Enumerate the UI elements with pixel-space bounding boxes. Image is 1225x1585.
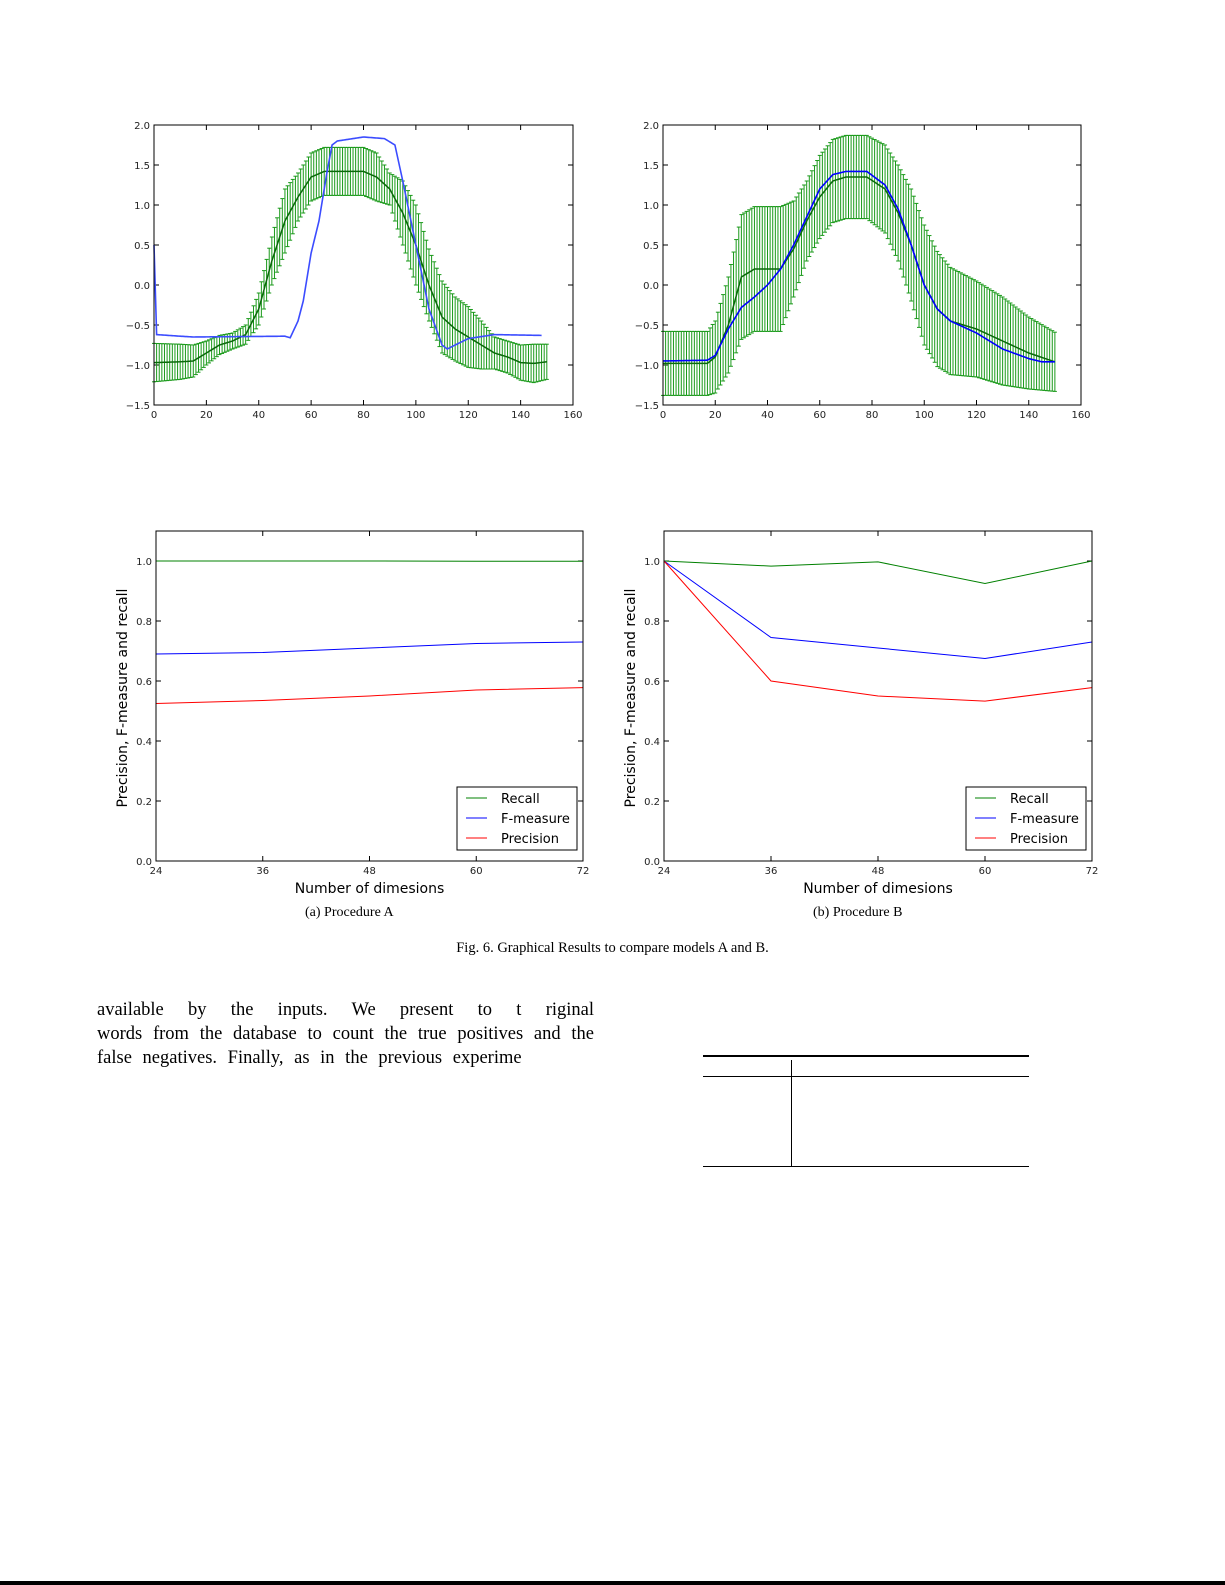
mean-line bbox=[663, 176, 1056, 365]
x-tick-label: 140 bbox=[511, 410, 530, 421]
x-tick-label: 140 bbox=[1019, 410, 1038, 421]
x-tick-label: 24 bbox=[658, 866, 671, 877]
y-tick-label: 0.0 bbox=[136, 857, 152, 868]
body-text: available by the inputs. We present to t… bbox=[97, 998, 594, 1070]
x-tick-label: 120 bbox=[459, 410, 478, 421]
y-axis-label: Precision, F-measure and recall bbox=[623, 589, 639, 808]
y-tick-label: −1.0 bbox=[635, 361, 659, 372]
series-line-f-measure bbox=[663, 560, 1093, 660]
x-tick-label: 48 bbox=[872, 866, 885, 877]
series-line-precision bbox=[663, 560, 1093, 702]
body-line: words from the database to count the tru… bbox=[97, 1024, 594, 1044]
y-tick-label: 0.5 bbox=[134, 241, 150, 252]
chart-bottom-b: 24 36 48 60 72 1.0 0.8 0.6 0.4 0.2 0.0 Number of di… bbox=[623, 530, 1099, 897]
body-line: available by the inputs. We present to t… bbox=[97, 1000, 594, 1020]
x-tick-label: 120 bbox=[967, 410, 986, 421]
y-tick-label: 0.8 bbox=[136, 617, 152, 628]
y-tick-label: 0.0 bbox=[644, 857, 660, 868]
x-tick-label: 60 bbox=[813, 410, 826, 421]
y-tick-label: 1.5 bbox=[134, 161, 150, 172]
mean-line bbox=[153, 170, 547, 365]
page-bottom-rule bbox=[0, 1581, 1225, 1585]
x-tick-label: 36 bbox=[765, 866, 778, 877]
y-tick-label: −1.0 bbox=[126, 361, 150, 372]
y-tick-label: 1.0 bbox=[644, 557, 660, 568]
series-line-recall bbox=[663, 560, 1093, 585]
axes-frame bbox=[155, 530, 584, 862]
x-tick-label: 160 bbox=[563, 410, 582, 421]
y-tick-label: 0.8 bbox=[644, 617, 660, 628]
x-tick-label: 80 bbox=[866, 410, 879, 421]
y-tick-label: 0.5 bbox=[643, 241, 659, 252]
x-tick-label: 40 bbox=[252, 410, 265, 421]
y-tick-label: 1.0 bbox=[136, 557, 152, 568]
x-tick-label: 24 bbox=[150, 866, 163, 877]
y-tick-label: −1.5 bbox=[635, 401, 659, 412]
y-tick-label: −0.5 bbox=[126, 321, 150, 332]
y-tick-label: 0.4 bbox=[644, 737, 660, 748]
chart-bottom-a: 24 36 48 60 72 1.0 0.8 0.6 0.4 0.2 0.0 Number of di… bbox=[115, 530, 590, 897]
subcaption-a: (a) Procedure A bbox=[305, 905, 394, 920]
target-line bbox=[662, 170, 1055, 363]
y-tick-label: 1.0 bbox=[134, 201, 150, 212]
axes-frame bbox=[153, 124, 574, 406]
legend-label-precision: Precision bbox=[501, 832, 559, 847]
y-tick-label: 0.4 bbox=[136, 737, 152, 748]
table-bottom-rule bbox=[703, 1166, 1029, 1167]
x-tick-label: 80 bbox=[357, 410, 370, 421]
y-tick-label: 2.0 bbox=[643, 121, 659, 132]
x-tick-label: 36 bbox=[256, 866, 269, 877]
x-axis-label: Number of dimesions bbox=[803, 881, 953, 897]
y-tick-label: 2.0 bbox=[134, 121, 150, 132]
x-tick-label: 40 bbox=[761, 410, 774, 421]
x-tick-label: 0 bbox=[151, 410, 157, 421]
legend-label-recall: Recall bbox=[1010, 792, 1049, 807]
target-line bbox=[153, 136, 542, 350]
x-tick-label: 20 bbox=[709, 410, 722, 421]
x-tick-label: 60 bbox=[470, 866, 483, 877]
chart-top-b: 0 20 40 60 80 100 120 140 160 2.0 1.5 1.0 0.5 0.0 −0.5… bbox=[635, 121, 1091, 421]
series-line-f-measure bbox=[155, 641, 584, 655]
body-line: false negatives. Finally, as in the prev… bbox=[97, 1048, 522, 1068]
axes-frame bbox=[663, 530, 1093, 862]
y-tick-label: 0.2 bbox=[136, 797, 152, 808]
legend-label-f-measure: F-measure bbox=[501, 812, 570, 827]
y-tick-label: 1.0 bbox=[643, 201, 659, 212]
x-tick-label: 48 bbox=[363, 866, 376, 877]
y-tick-label: 0.2 bbox=[644, 797, 660, 808]
table-header-rule bbox=[703, 1076, 1029, 1077]
series-line-precision bbox=[155, 687, 584, 704]
chart-top-a: 0 20 40 60 80 100 120 140 160 2.0 1.5 1.0 0.5 0.0 −0.5… bbox=[126, 121, 583, 421]
y-tick-label: 0.0 bbox=[643, 281, 659, 292]
y-tick-label: 1.5 bbox=[643, 161, 659, 172]
y-tick-label: 0.0 bbox=[134, 281, 150, 292]
legend-label-f-measure: F-measure bbox=[1010, 812, 1079, 827]
table-top-rule bbox=[703, 1055, 1029, 1057]
x-tick-label: 160 bbox=[1071, 410, 1090, 421]
figure-caption: Fig. 6. Graphical Results to compare mod… bbox=[456, 940, 769, 956]
x-tick-label: 100 bbox=[406, 410, 425, 421]
x-tick-label: 0 bbox=[660, 410, 666, 421]
y-tick-label: −1.5 bbox=[126, 401, 150, 412]
x-tick-label: 60 bbox=[979, 866, 992, 877]
y-tick-label: 0.6 bbox=[136, 677, 152, 688]
y-tick-label: −0.5 bbox=[635, 321, 659, 332]
x-tick-label: 20 bbox=[200, 410, 213, 421]
legend-label-precision: Precision bbox=[1010, 832, 1068, 847]
y-axis-label: Precision, F-measure and recall bbox=[115, 589, 131, 808]
table-column-divider bbox=[791, 1060, 792, 1166]
subcaption-b: (b) Procedure B bbox=[813, 905, 903, 920]
legend-label-recall: Recall bbox=[501, 792, 540, 807]
x-tick-label: 100 bbox=[915, 410, 934, 421]
x-tick-label: 60 bbox=[305, 410, 318, 421]
x-axis-label: Number of dimesions bbox=[295, 881, 445, 897]
axes-frame bbox=[662, 124, 1082, 406]
x-tick-label: 72 bbox=[577, 866, 590, 877]
y-tick-label: 0.6 bbox=[644, 677, 660, 688]
x-tick-label: 72 bbox=[1086, 866, 1099, 877]
